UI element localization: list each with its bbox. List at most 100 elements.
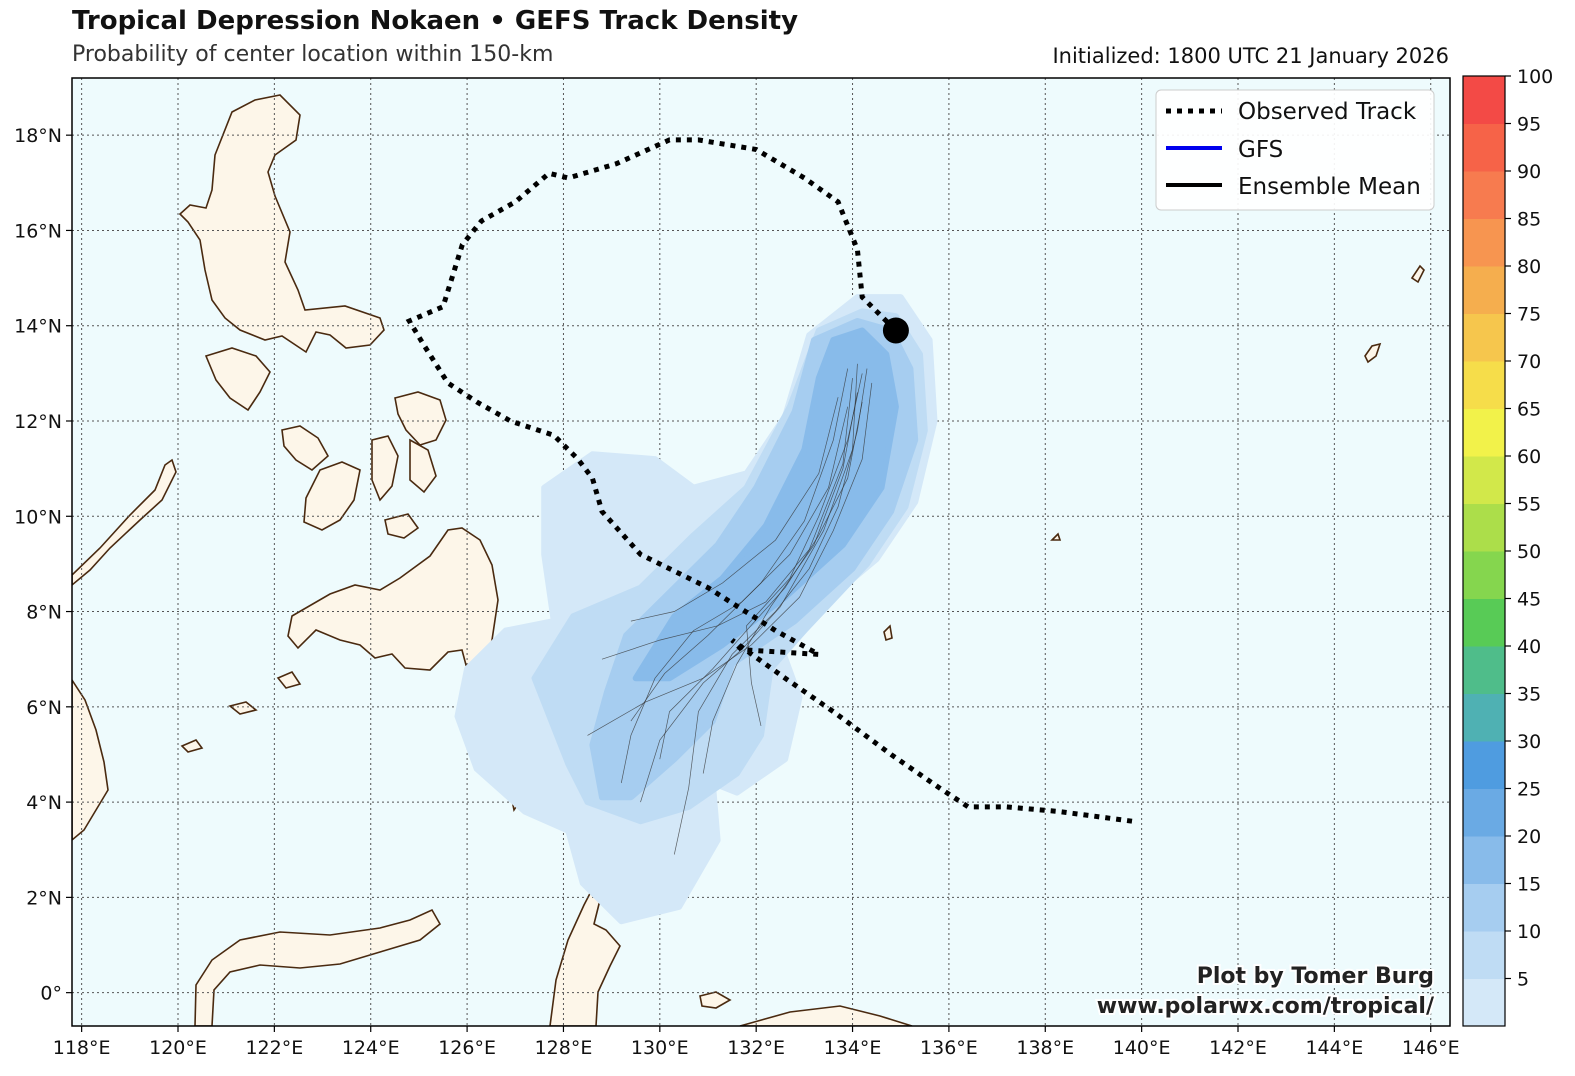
colorbar-tick-label: 80 xyxy=(1517,256,1541,278)
colorbar-tick-label: 50 xyxy=(1517,541,1541,563)
ensemble-member-track xyxy=(601,378,853,660)
y-tick-label: 2°N xyxy=(26,887,62,909)
colorbar-tick-label: 85 xyxy=(1517,209,1541,231)
y-tick-label: 16°N xyxy=(14,220,62,242)
x-tick-label: 128°E xyxy=(535,1037,593,1059)
colorbar-segment xyxy=(1463,741,1505,789)
colorbar-tick-label: 10 xyxy=(1517,921,1541,943)
land-mindoro xyxy=(204,347,271,412)
credit-url: www.polarwx.com/tropical/ xyxy=(1097,994,1435,1019)
legend-gfs-label: GFS xyxy=(1238,137,1283,163)
land-sulu xyxy=(180,671,302,753)
x-tick-label: 144°E xyxy=(1305,1037,1363,1059)
colorbar-tick-label: 30 xyxy=(1517,731,1541,753)
ensemble-member-track xyxy=(630,397,839,622)
colorbar-tick-label: 60 xyxy=(1517,446,1541,468)
credit-author: Plot by Tomer Burg xyxy=(1197,964,1434,989)
colorbar-segment xyxy=(1463,218,1505,267)
y-tick-label: 12°N xyxy=(14,411,62,433)
colorbar-tick-label: 100 xyxy=(1517,66,1553,88)
land-samar xyxy=(394,391,447,446)
colorbar-segment xyxy=(1463,788,1505,837)
x-tick-label: 126°E xyxy=(438,1037,496,1059)
colorbar-tick-label: 95 xyxy=(1517,114,1541,136)
x-tick-label: 118°E xyxy=(53,1037,111,1059)
x-tick-label: 130°E xyxy=(631,1037,689,1059)
land-layer xyxy=(72,94,1425,1026)
colorbar-segment xyxy=(1463,598,1505,647)
x-tick-label: 140°E xyxy=(1113,1037,1171,1059)
land-halmahera xyxy=(549,877,621,1026)
chart-subtitle: Probability of center location within 15… xyxy=(72,42,554,67)
ensemble-member-track xyxy=(659,401,863,760)
land-sulawesi xyxy=(194,908,442,1026)
colorbar-segment xyxy=(1463,123,1505,172)
ensemble-member-tracks xyxy=(587,363,873,855)
ensemble-member-track xyxy=(673,368,868,855)
initialized-time: Initialized: 1800 UTC 21 January 2026 xyxy=(1052,44,1449,68)
y-tick-label: 14°N xyxy=(14,316,62,338)
colorbar-tick-label: 15 xyxy=(1517,874,1541,896)
map-frame xyxy=(71,77,1451,1027)
y-tick-label: 10°N xyxy=(14,506,62,528)
probability-colorbar: 5 10 15 20 25 30 35 40 45 50 55 60 65 70 75 80 85 90 95 100 xyxy=(1462,66,1553,1027)
colorbar-segment xyxy=(1463,978,1505,1027)
latitude-axis: 0° 2°N 4°N 6°N 8°N 10°N 12°N 14°N 16°N 18°N xyxy=(14,125,72,1005)
observed-track-line xyxy=(405,137,1133,824)
colorbar-tick-label: 35 xyxy=(1517,684,1541,706)
colorbar-segment xyxy=(1463,266,1505,314)
land-bohol xyxy=(384,513,420,539)
colorbar-tick-label: 70 xyxy=(1517,351,1541,373)
x-tick-label: 122°E xyxy=(245,1037,303,1059)
colorbar-tick-label: 25 xyxy=(1517,779,1541,801)
colorbar-tick-label: 45 xyxy=(1517,589,1541,611)
legend-box xyxy=(1155,89,1435,211)
colorbar-segment xyxy=(1463,883,1505,932)
y-tick-label: 8°N xyxy=(26,602,62,624)
colorbar-segment xyxy=(1463,171,1505,219)
colorbar-segment xyxy=(1463,836,1505,884)
x-tick-label: 138°E xyxy=(1016,1037,1074,1059)
x-tick-label: 134°E xyxy=(824,1037,882,1059)
current-position-marker xyxy=(882,317,909,344)
land-cebu-leyte xyxy=(371,435,437,502)
x-tick-label: 146°E xyxy=(1402,1037,1460,1059)
colorbar-segment xyxy=(1463,456,1505,504)
land-panay xyxy=(281,425,330,471)
colorbar-segment xyxy=(1463,313,1505,362)
x-tick-label: 142°E xyxy=(1209,1037,1267,1059)
colorbar-tick-label: 55 xyxy=(1517,494,1541,516)
colorbar-segment xyxy=(1463,551,1505,599)
land-small-islands xyxy=(509,264,1425,1009)
x-tick-label: 136°E xyxy=(920,1037,978,1059)
longitude-axis: 118°E 120°E 122°E 124°E 126°E 128°E 130°E 132°E… xyxy=(53,1026,1460,1059)
ensemble-member-track xyxy=(587,382,873,736)
colorbar-segment xyxy=(1463,503,1505,552)
land-luzon xyxy=(178,94,385,354)
colorbar-segment xyxy=(1463,76,1505,124)
map-legend: Observed Track GFS Ensemble Mean xyxy=(1155,89,1435,211)
colorbar-segment xyxy=(1463,931,1505,979)
ensemble-member-track xyxy=(746,373,863,726)
ensemble-member-track xyxy=(640,363,858,803)
ensemble-member-track xyxy=(620,406,849,784)
colorbar-segment xyxy=(1463,408,1505,457)
density-contour-20 xyxy=(632,327,899,682)
y-tick-label: 0° xyxy=(40,983,62,1005)
colorbar-tick-label: 40 xyxy=(1517,636,1541,658)
colorbar-segment xyxy=(1463,693,1505,742)
land-borneo xyxy=(72,678,109,842)
map-layers xyxy=(72,78,1450,1026)
colorbar-tick-label: 75 xyxy=(1517,304,1541,326)
x-tick-label: 120°E xyxy=(149,1037,207,1059)
chart-title: Tropical Depression Nokaen • GEFS Track … xyxy=(72,6,799,36)
land-negros xyxy=(303,461,361,531)
legend-mean-label: Ensemble Mean xyxy=(1238,174,1421,200)
y-tick-label: 4°N xyxy=(26,792,62,814)
colorbar-tick-label: 5 xyxy=(1517,969,1529,991)
x-tick-label: 132°E xyxy=(727,1037,785,1059)
y-tick-label: 6°N xyxy=(26,697,62,719)
colorbar-segment xyxy=(1463,361,1505,409)
legend-observed-label: Observed Track xyxy=(1238,99,1417,125)
